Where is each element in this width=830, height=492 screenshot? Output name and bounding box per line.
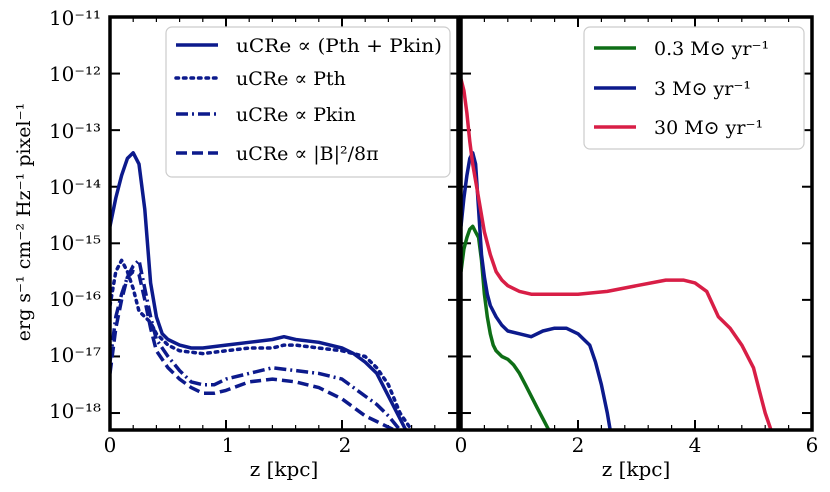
y-tick-label: 10⁻¹⁸ <box>49 399 101 423</box>
x-tick-label: 4 <box>689 433 702 457</box>
legend-label: uCRe ∝ (Pth + Pkin) <box>236 35 442 57</box>
legend-label: 3 M⊙ yr⁻¹ <box>654 78 751 100</box>
x-tick-label: 2 <box>339 433 352 457</box>
x-axis-label-left: z [kpc] <box>250 457 319 481</box>
legend-right: 0.3 M⊙ yr⁻¹ 3 M⊙ yr⁻¹ 30 M⊙ yr⁻¹ <box>583 26 805 150</box>
series-line-0-3 <box>110 269 395 430</box>
y-tick-label: 10⁻¹³ <box>49 119 101 143</box>
y-tick-label: 10⁻¹⁵ <box>49 231 101 255</box>
series-line-0-2 <box>110 258 402 430</box>
y-tick-label: 10⁻¹¹ <box>49 6 101 30</box>
legend-label: 30 M⊙ yr⁻¹ <box>654 117 763 139</box>
legend-left: uCRe ∝ (Pth + Pkin) uCRe ∝ Pth uCRe ∝ Pk… <box>165 26 451 178</box>
left-panel-series <box>110 151 414 430</box>
series-line-1-0 <box>461 224 551 430</box>
series-line-1-2 <box>461 78 773 430</box>
legend-box <box>165 26 451 178</box>
x-tick-label: 1 <box>222 433 235 457</box>
left-panel-frame <box>108 15 460 432</box>
legend-label: 0.3 M⊙ yr⁻¹ <box>654 38 769 60</box>
x-tick-label: 0 <box>455 433 468 457</box>
y-axis-label: erg s⁻¹ cm⁻² Hz⁻¹ pixel⁻¹ <box>13 103 35 342</box>
legend-box <box>583 26 805 150</box>
x-tick-label: 0 <box>104 433 117 457</box>
series-line-0-1 <box>110 258 414 430</box>
series-line-0-0 <box>110 151 408 430</box>
x-tick-labels: 0 1 2 0 2 4 6 <box>104 433 819 457</box>
x-axis-label-right: z [kpc] <box>602 457 671 481</box>
y-tick-label: 10⁻¹² <box>49 62 101 86</box>
x-tick-label: 2 <box>572 433 585 457</box>
x-tick-label: 6 <box>806 433 819 457</box>
right-panel-series <box>461 78 773 430</box>
legend-label: uCRe ∝ Pth <box>236 68 346 90</box>
right-panel-frame <box>459 15 814 432</box>
legend-label: uCRe ∝ |B|²/8π <box>236 143 379 165</box>
y-tick-label: 10⁻¹⁴ <box>49 175 101 199</box>
y-tick-labels: 10⁻¹¹ 10⁻¹² 10⁻¹³ 10⁻¹⁴ 10⁻¹⁵ 10⁻¹⁶ 10⁻¹… <box>49 6 101 423</box>
y-tick-label: 10⁻¹⁷ <box>49 343 101 367</box>
legend-label: uCRe ∝ Pkin <box>236 104 356 126</box>
y-tick-label: 10⁻¹⁶ <box>49 287 101 311</box>
